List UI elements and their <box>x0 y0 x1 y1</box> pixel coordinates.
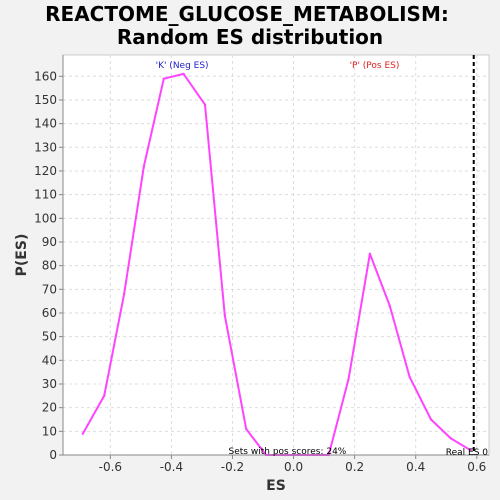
chart-title-line1: REACTOME_GLUCOSE_METABOLISM: <box>45 2 449 26</box>
x-tick-label-0: -0.6 <box>99 460 122 474</box>
y-tick-label-12: 120 <box>34 164 57 178</box>
data-point <box>347 378 350 381</box>
data-point <box>122 292 126 296</box>
data-point <box>162 77 165 80</box>
data-point <box>368 252 372 256</box>
pos-es-annotation: 'P' (Pos ES) <box>350 61 400 71</box>
x-tick-label-5: 0.4 <box>406 460 425 474</box>
y-tick-label-6: 60 <box>42 306 57 320</box>
y-tick-label-5: 50 <box>42 330 57 344</box>
y-tick-label-3: 30 <box>42 377 57 391</box>
annotations: 'K' (Neg ES) 'P' (Pos ES) Sets with pos sc… <box>156 61 489 458</box>
pos-scores-annotation: Sets with pos scores: 24% <box>229 447 347 457</box>
data-point <box>469 449 472 452</box>
y-tick-label-8: 80 <box>42 259 57 273</box>
y-tick-label-4: 40 <box>42 353 57 367</box>
y-axis-label: P(ES) <box>14 234 30 277</box>
data-point <box>203 103 207 106</box>
data-point <box>103 394 106 398</box>
y-tick-label-9: 90 <box>42 235 57 249</box>
data-point <box>245 427 248 431</box>
y-tick-label-2: 20 <box>42 401 57 415</box>
data-point <box>388 304 391 308</box>
data-point <box>223 314 227 317</box>
data-point <box>182 72 185 76</box>
y-tick-label-16: 160 <box>34 69 57 83</box>
y-tick-label-15: 150 <box>34 93 57 107</box>
chart-title-line2: Random ES distribution <box>117 25 383 49</box>
y-tick-label-0: 0 <box>49 448 57 462</box>
data-point <box>408 375 411 379</box>
y-tick-label-7: 70 <box>42 282 57 296</box>
y-tick-label-14: 140 <box>34 117 57 131</box>
real-es-label: Real ES 0 <box>446 448 489 458</box>
data-point <box>81 432 85 435</box>
x-axis-label: ES <box>266 478 286 494</box>
y-tick-label-11: 110 <box>34 188 57 202</box>
x-tick-label-6: 0.6 <box>467 460 486 474</box>
data-point <box>449 437 453 440</box>
neg-es-annotation: 'K' (Neg ES) <box>156 61 209 71</box>
axes: -0.6 -0.4 -0.2 0.0 0.2 0.4 0.6 0 10 20 30 40 50 60 70 8… <box>34 55 489 474</box>
y-tick-label-10: 100 <box>34 211 57 225</box>
x-tick-label-3: 0.0 <box>284 460 303 474</box>
data-point <box>142 165 146 168</box>
data-point <box>429 418 433 421</box>
x-tick-label-1: -0.4 <box>160 460 183 474</box>
plot-area <box>62 54 490 456</box>
y-tick-label-1: 10 <box>42 424 57 438</box>
x-tick-label-2: -0.2 <box>221 460 244 474</box>
x-tick-label-4: 0.2 <box>345 460 364 474</box>
y-tick-label-13: 130 <box>34 140 57 154</box>
